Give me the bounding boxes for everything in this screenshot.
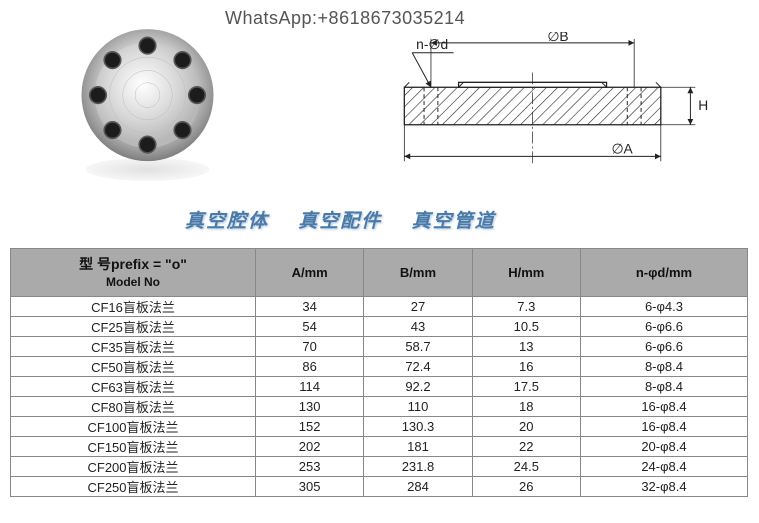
cell-A: 114: [256, 377, 364, 397]
cell-B: 72.4: [364, 357, 472, 377]
label-phiB: ∅B: [547, 32, 568, 44]
cell-N: 6-φ6.6: [580, 337, 747, 357]
cell-model: CF35盲板法兰: [11, 337, 256, 357]
cell-A: 152: [256, 417, 364, 437]
table-row: CF50盲板法兰8672.4168-φ8.4: [11, 357, 748, 377]
cell-N: 16-φ8.4: [580, 397, 747, 417]
technical-drawing: n-∅d ∅B H ∅A: [355, 32, 720, 182]
cell-B: 110: [364, 397, 472, 417]
cell-A: 54: [256, 317, 364, 337]
table-body: CF16盲板法兰34277.36-φ4.3CF25盲板法兰544310.56-φ…: [11, 297, 748, 497]
cell-H: 16: [472, 357, 580, 377]
cell-N: 24-φ8.4: [580, 457, 747, 477]
cell-A: 34: [256, 297, 364, 317]
col-model: 型 号prefix = "o" Model No: [11, 249, 256, 297]
bolt-hole: [105, 123, 120, 138]
cell-model: CF50盲板法兰: [11, 357, 256, 377]
cell-N: 6-φ4.3: [580, 297, 747, 317]
cell-A: 86: [256, 357, 364, 377]
table-row: CF63盲板法兰11492.217.58-φ8.4: [11, 377, 748, 397]
cell-B: 284: [364, 477, 472, 497]
cell-B: 43: [364, 317, 472, 337]
cell-N: 8-φ8.4: [580, 357, 747, 377]
bolt-hole: [91, 88, 106, 103]
cell-H: 18: [472, 397, 580, 417]
bolt-hole: [105, 53, 120, 68]
table-row: CF25盲板法兰544310.56-φ6.6: [11, 317, 748, 337]
cell-N: 32-φ8.4: [580, 477, 747, 497]
col-H: H/mm: [472, 249, 580, 297]
cell-model: CF100盲板法兰: [11, 417, 256, 437]
flange-photo: [65, 25, 230, 190]
cell-B: 181: [364, 437, 472, 457]
col-B: B/mm: [364, 249, 472, 297]
bolt-hole: [175, 123, 190, 138]
bolt-hole: [140, 38, 155, 53]
cell-H: 24.5: [472, 457, 580, 477]
table-row: CF250盲板法兰3052842632-φ8.4: [11, 477, 748, 497]
cell-model: CF250盲板法兰: [11, 477, 256, 497]
cell-H: 20: [472, 417, 580, 437]
bolt-hole: [140, 137, 155, 152]
cell-N: 6-φ6.6: [580, 317, 747, 337]
label-nphid: n-∅d: [416, 36, 448, 52]
label-phiA: ∅A: [611, 140, 633, 156]
spec-table: 型 号prefix = "o" Model No A/mm B/mm H/mm …: [10, 248, 748, 497]
cell-N: 8-φ8.4: [580, 377, 747, 397]
table-row: CF100盲板法兰152130.32016-φ8.4: [11, 417, 748, 437]
cell-model: CF80盲板法兰: [11, 397, 256, 417]
label-H: H: [698, 97, 708, 113]
cell-H: 17.5: [472, 377, 580, 397]
cell-model: CF200盲板法兰: [11, 457, 256, 477]
caption-b: 真空配件: [298, 211, 382, 232]
cell-N: 20-φ8.4: [580, 437, 747, 457]
cell-model: CF63盲板法兰: [11, 377, 256, 397]
cell-H: 10.5: [472, 317, 580, 337]
col-model-line2: Model No: [17, 275, 249, 291]
cell-H: 26: [472, 477, 580, 497]
cell-A: 130: [256, 397, 364, 417]
col-model-line1: 型 号prefix = "o": [17, 255, 249, 273]
flange-reflection: [86, 158, 210, 181]
bolt-hole: [175, 53, 190, 68]
cell-A: 253: [256, 457, 364, 477]
cell-model: CF16盲板法兰: [11, 297, 256, 317]
cell-A: 202: [256, 437, 364, 457]
col-N: n-φd/mm: [580, 249, 747, 297]
caption-a: 真空腔体: [185, 211, 269, 232]
top-figure-area: n-∅d ∅B H ∅A 真空腔体 真空配件 真空管道: [0, 0, 759, 250]
cell-H: 22: [472, 437, 580, 457]
col-A: A/mm: [256, 249, 364, 297]
cell-H: 7.3: [472, 297, 580, 317]
table-header-row: 型 号prefix = "o" Model No A/mm B/mm H/mm …: [11, 249, 748, 297]
cell-model: CF25盲板法兰: [11, 317, 256, 337]
cell-B: 130.3: [364, 417, 472, 437]
cell-B: 27: [364, 297, 472, 317]
cell-B: 58.7: [364, 337, 472, 357]
cell-model: CF150盲板法兰: [11, 437, 256, 457]
chinese-caption: 真空腔体 真空配件 真空管道: [185, 206, 518, 233]
table-row: CF35盲板法兰7058.7136-φ6.6: [11, 337, 748, 357]
cell-A: 305: [256, 477, 364, 497]
table-row: CF16盲板法兰34277.36-φ4.3: [11, 297, 748, 317]
table-row: CF80盲板法兰1301101816-φ8.4: [11, 397, 748, 417]
cell-H: 13: [472, 337, 580, 357]
table-row: CF200盲板法兰253231.824.524-φ8.4: [11, 457, 748, 477]
cell-A: 70: [256, 337, 364, 357]
bolt-hole: [190, 88, 205, 103]
cell-B: 231.8: [364, 457, 472, 477]
cell-N: 16-φ8.4: [580, 417, 747, 437]
table-row: CF150盲板法兰2021812220-φ8.4: [11, 437, 748, 457]
caption-c: 真空管道: [412, 211, 496, 232]
cell-B: 92.2: [364, 377, 472, 397]
